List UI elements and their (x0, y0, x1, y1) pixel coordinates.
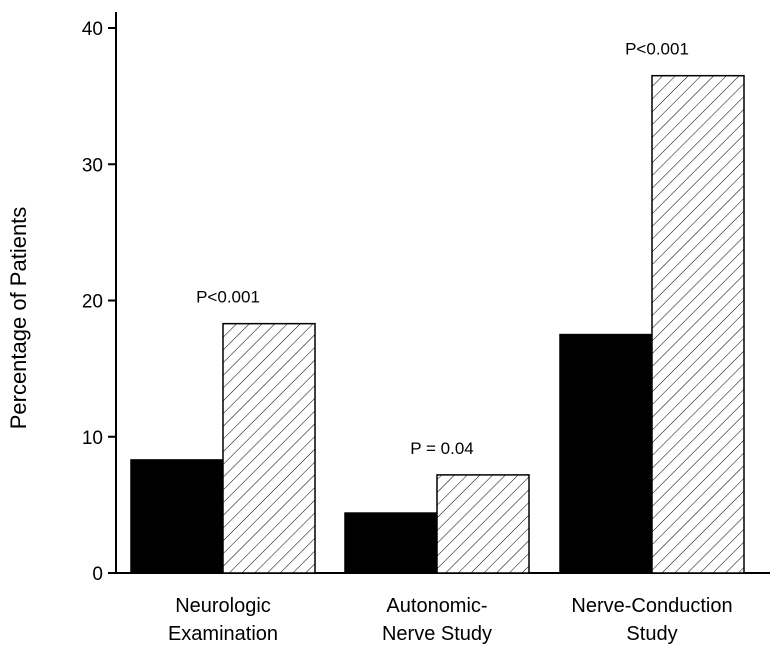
p-value-annotation: P<0.001 (196, 288, 260, 307)
x-category-label: Autonomic- (386, 595, 487, 617)
y-tick-label: 40 (82, 19, 103, 40)
bars (130, 74, 745, 574)
y-axis-label: Percentage of Patients (6, 207, 31, 430)
bar-solid (130, 459, 224, 574)
y-tick-label: 0 (92, 564, 103, 585)
labels: P<0.001 Neurologic Examination P = 0.04 Auto… (168, 40, 733, 645)
bar-solid (559, 333, 653, 574)
bar-solid (344, 512, 438, 574)
y-tick-label: 10 (82, 428, 103, 449)
x-category-label: Nerve Study (382, 623, 492, 645)
bar-hatched (436, 474, 530, 574)
bar-hatched (222, 322, 316, 574)
p-value-annotation: P = 0.04 (410, 439, 474, 458)
p-value-annotation: P<0.001 (625, 40, 689, 59)
x-category-label: Nerve-Conduction (571, 595, 732, 617)
x-category-label: Study (626, 623, 677, 645)
y-tick-label: 30 (82, 155, 103, 176)
bar-hatched (651, 74, 745, 574)
y-tick-label: 20 (82, 292, 103, 313)
x-category-label: Examination (168, 623, 278, 645)
x-category-label: Neurologic (175, 595, 271, 617)
